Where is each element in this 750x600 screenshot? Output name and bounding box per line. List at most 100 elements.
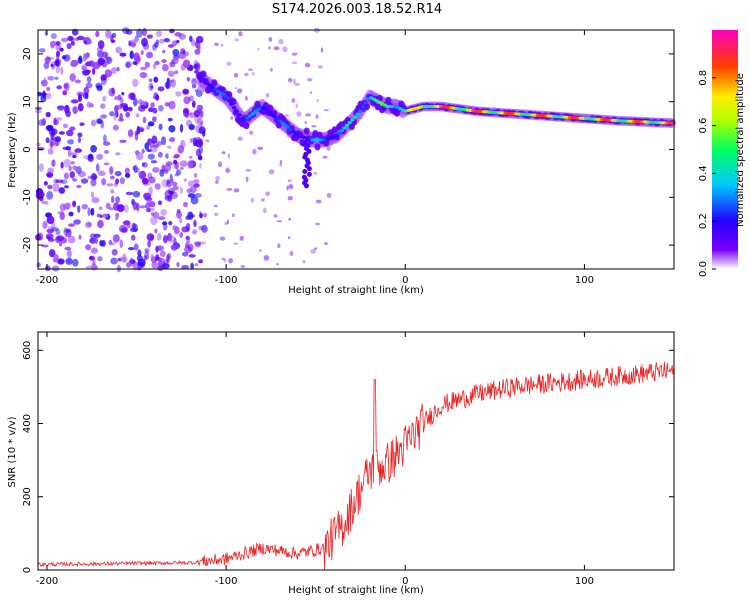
heatmap-noise-blob [116,104,123,111]
heatmap-noise-blob [320,47,324,53]
heatmap-noise-blob [187,160,194,169]
heatmap-noise-blob [110,189,115,194]
heatmap-ridge-core [199,78,205,82]
heatmap-noise-blob [90,207,95,216]
heatmap-noise-blob [110,195,115,203]
heatmap-y-axis-label: Frequency (Hz) [7,112,18,188]
heatmap-noise-blob [102,51,108,58]
heatmap-noise-blob [57,106,65,112]
heatmap-noise-blob [193,241,202,246]
colorbar-gradient [712,30,738,269]
heatmap-noise-blob [322,155,328,159]
heatmap-noise-blob [138,171,142,176]
heatmap-noise-blob [291,98,296,103]
heatmap-noise-blob [188,95,194,102]
heatmap-ridge-core [223,95,229,99]
heatmap-noise-blob [295,103,298,109]
heatmap-noise-blob [157,200,163,206]
heatmap-noise-blob [176,208,181,214]
heatmap-ridge-core [334,133,339,138]
heatmap-noise-blob [193,172,198,178]
heatmap-noise-blob [268,46,271,50]
heatmap-noise-blob [90,145,97,153]
heatmap-noise-blob [326,145,331,152]
heatmap-noise-blob [76,35,85,41]
heatmap-noise-blob [236,88,243,94]
heatmap-noise-blob [279,163,282,167]
heatmap-ridge-core [221,93,226,97]
heatmap-noise-blob [50,61,56,70]
heatmap-noise-blob [292,61,298,65]
heatmap-noise-blob [64,229,71,233]
colorbar-ticks: 0.0 0.2 0.4 0.6 0.8 [698,70,716,277]
heatmap-noise-blob [296,111,302,117]
heatmap-noise-blob [218,161,223,168]
heatmap-ridge-core [202,80,207,84]
heatmap-noise-blob [50,63,54,68]
heatmap-noise-blob [63,83,69,89]
heatmap-noise-blob [167,44,174,48]
heatmap-noise-blob [170,244,178,251]
heatmap-noise-blob [56,65,60,74]
heatmap-noise-blob [66,129,74,137]
heatmap-noise-blob [165,81,170,89]
heatmap-noise-blob [52,138,59,142]
snr-x-axis: -200 -100 0 100 [36,332,594,587]
heatmap-noise-blob [68,223,76,227]
heatmap-noise-blob [188,156,193,159]
heatmap-noise-blob [193,64,199,69]
heatmap-noise-blob [92,61,101,70]
heatmap-noise-blob [46,92,52,100]
heatmap-noise-blob [187,193,196,198]
heatmap-noise-blob [91,197,100,204]
heatmap-noise-blob [240,265,246,268]
heatmap-noise-blob [179,123,184,133]
heatmap-noise-blob [115,46,122,54]
heatmap-ridge-core [264,108,269,112]
heatmap-noise-blob [118,118,124,122]
snr-y-tick-label: 0 [22,567,33,573]
heatmap-noise-blob [302,260,306,264]
heatmap-noise-blob [61,55,67,60]
heatmap-noise-blob [45,265,51,272]
heatmap-noise-blob [66,43,72,50]
heatmap-noise-blob [50,227,59,232]
heatmap-noise-blob [323,109,329,112]
heatmap-ridge-core [350,118,355,122]
heatmap-noise-blob [234,87,237,90]
heatmap-noise-blob [244,72,249,77]
heatmap-noise-blob [45,111,51,118]
heatmap-noise-blob [273,214,278,218]
heatmap-noise-blob [85,265,94,270]
heatmap-noise-blob [293,78,296,84]
heatmap-noise-blob [70,40,75,46]
heatmap-noise-blob [46,171,54,178]
heatmap-noise-blob [122,253,127,261]
heatmap-noise-blob [92,67,96,75]
heatmap-noise-blob [166,145,172,149]
heatmap-noise-blob [150,216,158,225]
heatmap-noise-blob [326,192,332,198]
heatmap-noise-blob [198,145,203,155]
heatmap-ridge-core [670,121,675,125]
heatmap-noise-blob [184,51,190,57]
heatmap-noise-blob [144,61,150,68]
heatmap-noise-blob [144,197,153,202]
heatmap-noise-blob [80,178,89,184]
heatmap-noise-blob [146,34,153,39]
heatmap-noise-blob [172,48,180,57]
heatmap-noise-blob [141,148,145,154]
heatmap-noise-blob [198,126,206,135]
heatmap-noise-blob [41,244,49,248]
heatmap-ridge-core [234,109,240,113]
heatmap-noise-blob [68,165,72,172]
heatmap-noise-blob [43,181,48,186]
heatmap-noise-blob [173,226,180,235]
heatmap-noise-blob [115,178,119,185]
heatmap-noise-blob [176,262,180,268]
heatmap-noise-blob [144,248,150,253]
heatmap-noise-blob [133,243,139,251]
heatmap-noise-blob [147,239,151,248]
heatmap-ridge-core [275,117,280,121]
heatmap-noise-blob [128,40,132,47]
